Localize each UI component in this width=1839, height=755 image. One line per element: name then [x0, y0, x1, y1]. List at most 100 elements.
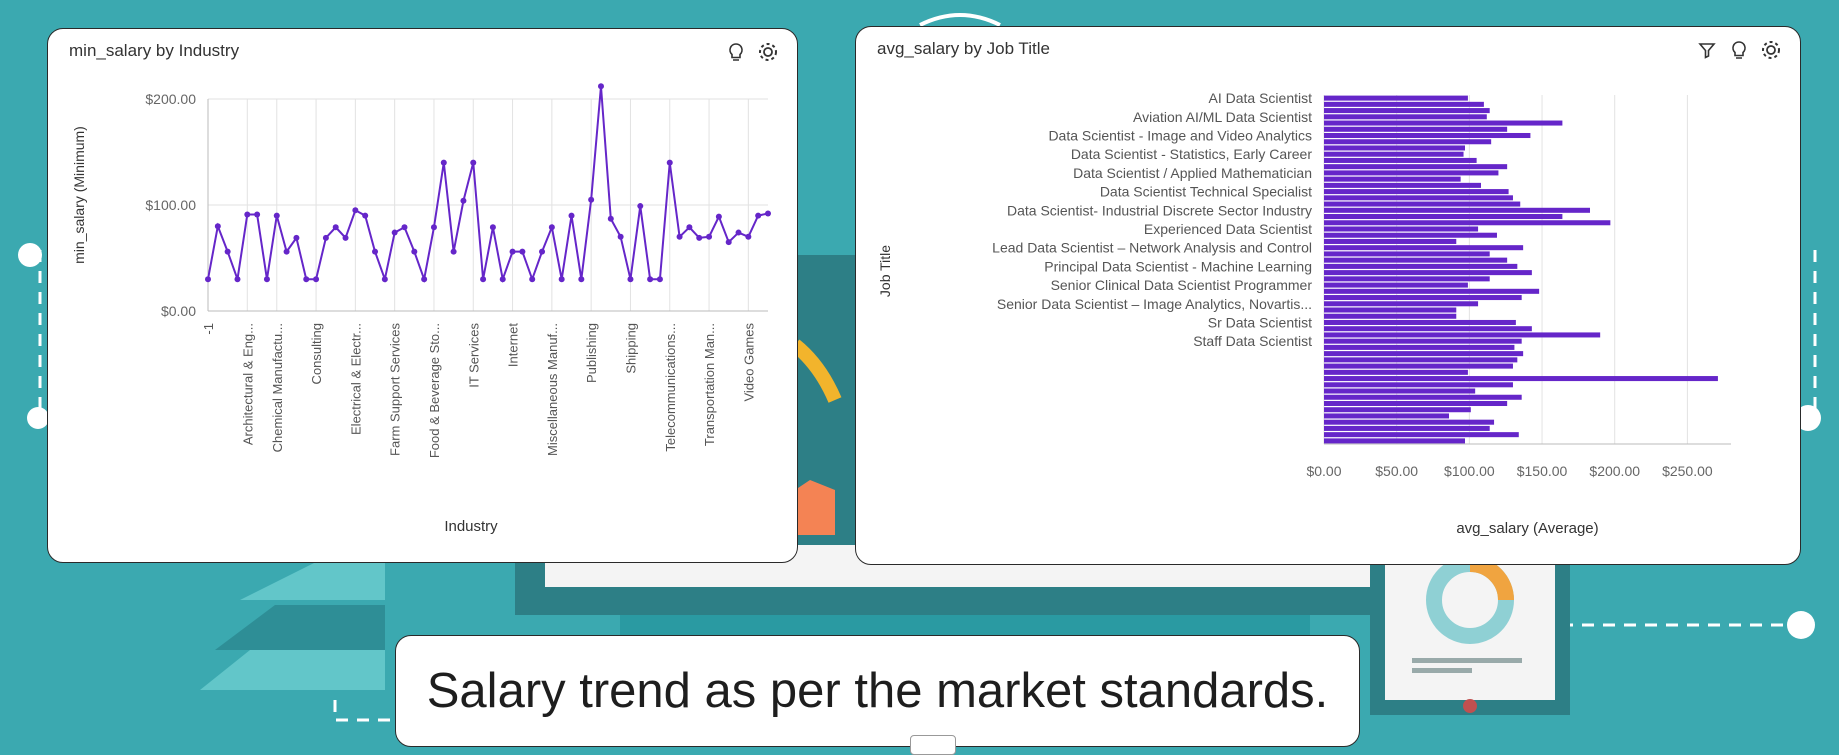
bar	[1324, 344, 1515, 350]
bar	[1324, 369, 1468, 375]
y-tick-label: Data Scientist - Statistics, Early Caree…	[1071, 146, 1313, 162]
bar	[1324, 245, 1524, 251]
series-line	[207, 86, 769, 284]
bar	[1324, 251, 1490, 257]
x-tick-label: Shipping	[623, 323, 638, 374]
x-tick-label: Chemical Manufactu...	[270, 323, 285, 452]
data-point	[313, 276, 320, 283]
bar	[1324, 338, 1522, 344]
bar	[1324, 226, 1479, 232]
y-tick-label: $0.00	[161, 303, 196, 319]
bar	[1324, 207, 1591, 213]
y-tick-label: Aviation AI/ML Data Scientist	[1133, 109, 1312, 125]
data-point	[578, 276, 585, 283]
bar	[1324, 282, 1468, 288]
data-point	[735, 229, 742, 236]
notes-button[interactable]	[910, 735, 956, 755]
bar	[1324, 270, 1532, 276]
lightbulb-icon[interactable]	[725, 41, 747, 63]
data-point	[588, 196, 595, 203]
data-point	[283, 248, 290, 255]
y-tick-label: $100.00	[145, 197, 196, 213]
bar	[1324, 263, 1518, 269]
data-point	[263, 276, 270, 283]
x-tick-label: Internet	[506, 323, 521, 367]
lightbulb-icon[interactable]	[1728, 39, 1750, 61]
bar	[1324, 132, 1531, 139]
y-tick-label: Senior Data Scientist – Image Analytics,…	[997, 296, 1312, 312]
bar	[1324, 376, 1718, 382]
data-point	[352, 207, 359, 214]
bar	[1324, 176, 1461, 182]
data-point	[666, 159, 673, 166]
bar	[1324, 319, 1516, 325]
y-tick-label: Data Scientist - Image and Video Analyti…	[1048, 128, 1312, 144]
data-point	[725, 239, 732, 246]
bar	[1324, 151, 1464, 157]
bar	[1324, 438, 1465, 444]
bar	[1324, 114, 1487, 120]
bar	[1324, 195, 1513, 201]
bar	[1324, 139, 1492, 145]
data-point	[411, 248, 418, 255]
bar	[1324, 288, 1540, 294]
bar	[1324, 326, 1532, 332]
x-tick-label: Telecommunications...	[663, 323, 678, 452]
bar	[1324, 351, 1524, 357]
data-point	[332, 224, 339, 231]
bar	[1324, 432, 1519, 438]
y-tick-label: Principal Data Scientist - Machine Learn…	[1044, 258, 1312, 274]
x-tick-label: $100.00	[1444, 463, 1495, 479]
bar	[1324, 189, 1509, 195]
bar	[1324, 108, 1490, 114]
y-axis-title: Job Title	[877, 245, 893, 297]
bar	[1324, 382, 1513, 388]
slide-caption: Salary trend as per the market standards…	[395, 635, 1360, 747]
bar	[1324, 157, 1477, 163]
x-tick-label: IT Services	[466, 323, 481, 388]
data-point	[254, 211, 261, 218]
settings-icon[interactable]	[757, 41, 779, 63]
x-tick-label: Video Games	[741, 323, 756, 402]
bar	[1324, 276, 1490, 282]
filter-icon[interactable]	[1696, 39, 1718, 61]
y-tick-label: AI Data Scientist	[1209, 90, 1313, 106]
data-point	[637, 203, 644, 210]
data-point	[205, 276, 211, 283]
line-chart: $0.00 $100.00 $200.00 -1 Architectural & Eng…	[71, 83, 771, 535]
bar	[1324, 332, 1601, 338]
y-tick-label: $200.00	[145, 91, 196, 107]
data-point	[607, 215, 614, 222]
bar	[1324, 307, 1457, 313]
data-point	[391, 229, 398, 236]
y-tick-label: Staff Data Scientist	[1193, 333, 1312, 349]
data-point	[234, 276, 241, 283]
data-point	[597, 83, 604, 90]
y-tick-label: Data Scientist / Applied Mathematician	[1073, 165, 1312, 181]
y-tick-label: Senior Clinical Data Scientist Programme…	[1051, 277, 1313, 293]
bar	[1324, 363, 1513, 369]
data-point	[214, 223, 221, 230]
data-point	[362, 212, 369, 219]
x-tick-label: $0.00	[1306, 463, 1341, 479]
bar	[1324, 220, 1611, 226]
bar	[1324, 120, 1563, 126]
data-point	[509, 248, 516, 255]
bar	[1324, 295, 1522, 301]
data-point	[519, 248, 526, 255]
min-salary-card: min_salary by Industry $0.00 $100.00 $200.…	[47, 28, 798, 563]
data-point	[450, 248, 457, 255]
bar	[1324, 101, 1484, 107]
data-point	[529, 276, 536, 283]
x-tick-label: Miscellaneous Manuf...	[545, 323, 560, 456]
bar	[1324, 407, 1471, 413]
data-point	[568, 212, 575, 219]
bar	[1324, 145, 1465, 151]
data-point	[244, 211, 251, 218]
data-point	[372, 248, 379, 255]
data-point	[273, 212, 280, 219]
data-point	[480, 276, 487, 283]
bar	[1324, 232, 1497, 238]
settings-icon[interactable]	[1760, 39, 1782, 61]
x-tick-label: -1	[201, 323, 216, 335]
